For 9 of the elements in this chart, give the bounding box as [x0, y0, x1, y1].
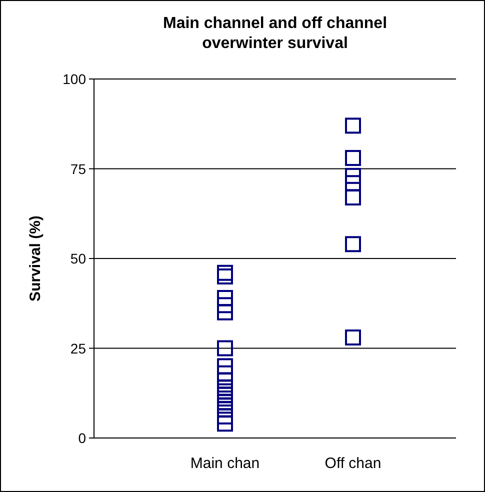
y-tick-label: 100 — [62, 71, 86, 87]
y-tick-label: 25 — [70, 340, 86, 356]
y-tick-label: 0 — [78, 430, 86, 446]
x-tick-label: Main chan — [190, 455, 260, 472]
y-axis-title: Survival (%) — [27, 216, 44, 302]
x-tick-label: Off chan — [324, 455, 382, 472]
y-tick-label: 75 — [70, 160, 86, 177]
y-tick-label: 50 — [70, 250, 86, 266]
chart-title: Main channel and off channel overwinter survival — [162, 15, 388, 52]
